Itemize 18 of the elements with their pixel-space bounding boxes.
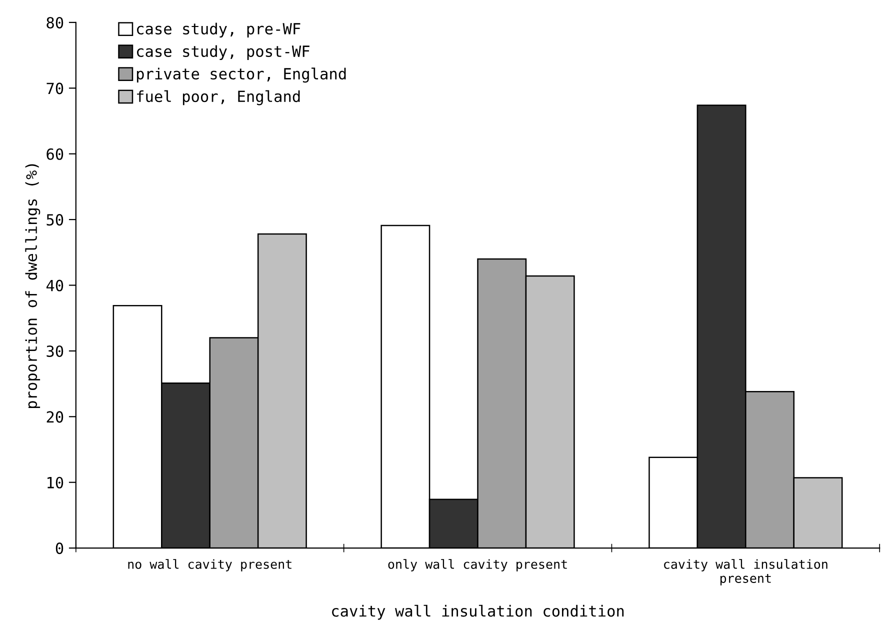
- y-tick-label: 20: [46, 411, 64, 423]
- legend-label: fuel poor, England: [137, 90, 300, 106]
- legend-label: private sector, England: [136, 68, 346, 83]
- y-tick-label: 40: [46, 280, 64, 292]
- y-tick-label: 30: [46, 345, 64, 358]
- y-tick-label: 80: [46, 16, 64, 28]
- y-axis-title: proportion of dwellings (%): [25, 164, 40, 408]
- y-tick-label: 10: [48, 476, 64, 488]
- y-tick-label: 50: [46, 214, 64, 226]
- legend-label: case study, pre-WF: [137, 22, 300, 38]
- legend-label: case study, post-WF: [137, 45, 310, 60]
- x-tick-label: no wall cavity present: [128, 559, 292, 572]
- x-tick-label: only wall cavity present: [388, 559, 567, 572]
- y-tick-label: 60: [46, 148, 64, 160]
- y-tick-label: 70: [46, 82, 64, 94]
- y-tick-label: 0: [56, 542, 64, 554]
- x-tick-label: cavity wall insulation present: [664, 559, 828, 586]
- x-axis-title: cavity wall insulation condition: [332, 604, 624, 620]
